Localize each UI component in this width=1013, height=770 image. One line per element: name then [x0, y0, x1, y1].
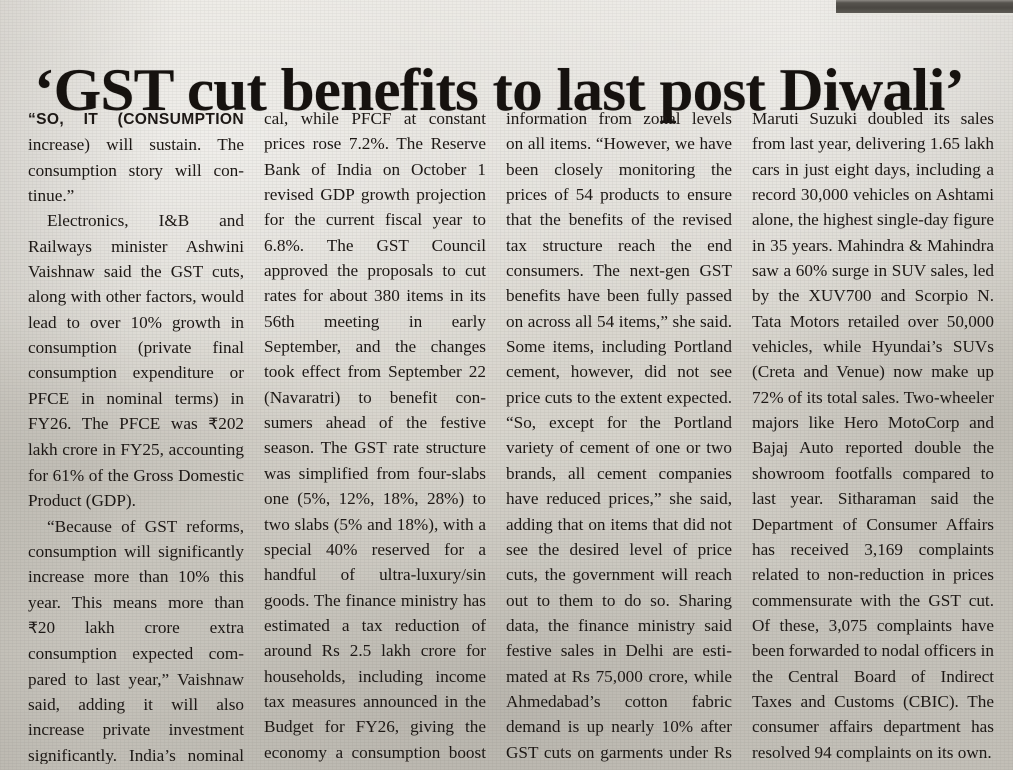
article-column-2: cal, while PFCF at constant prices rose … — [264, 106, 486, 764]
article-paragraph: Electronics, I&B and Railways minister A… — [28, 211, 244, 511]
top-dark-band-edge — [836, 13, 1013, 15]
article-paragraph: “Because of GST reforms, consumption wil… — [28, 516, 244, 765]
article-body-columns: “SO, IT (CONSUMPTION increase) will sust… — [28, 106, 994, 764]
rupee-symbol-icon: ₹ — [28, 618, 38, 637]
article-headline: ‘GST cut benefits to last post Diwali’ — [34, 57, 965, 124]
article-column-3: information from zonal levels on all ite… — [506, 106, 732, 764]
top-dark-band-artifact — [836, 0, 1013, 13]
article-column-1: “SO, IT (CONSUMPTION increase) will sust… — [28, 106, 244, 764]
article-lead-in: “SO, IT (CONSUMPTION — [28, 111, 244, 128]
article-paragraph: Maruti Suzuki doubled its sales from las… — [752, 109, 994, 762]
article-column-4: Maruti Suzuki doubled its sales from las… — [752, 106, 994, 764]
article-paragraph: cal, while PFCF at constant prices rose … — [264, 109, 486, 762]
rupee-symbol-icon: ₹ — [208, 415, 219, 434]
article-paragraph: “SO, IT (CONSUMPTION increase) will sust… — [28, 111, 244, 206]
article-paragraph: information from zonal levels on all ite… — [506, 109, 732, 762]
